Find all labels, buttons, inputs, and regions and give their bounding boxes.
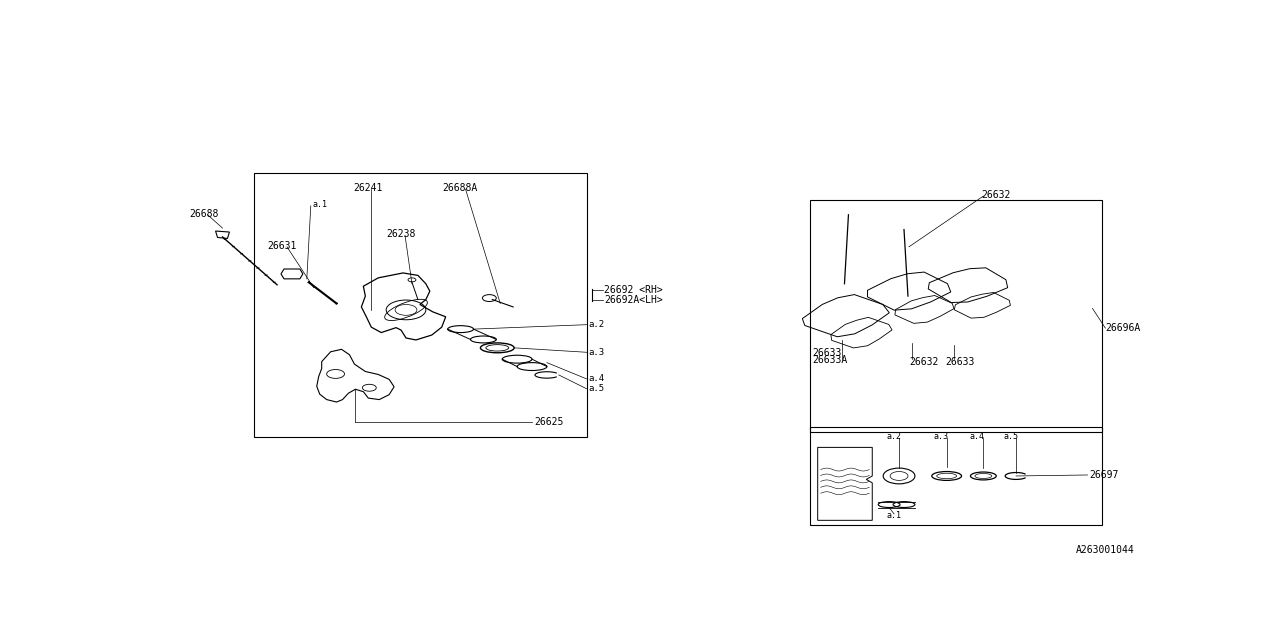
Text: 26625: 26625: [534, 417, 563, 428]
Text: A263001044: A263001044: [1075, 545, 1134, 555]
Text: 26632: 26632: [909, 356, 938, 367]
Text: 26696A: 26696A: [1106, 323, 1140, 333]
Text: 26632: 26632: [982, 190, 1011, 200]
Text: a.5: a.5: [1004, 432, 1019, 441]
Text: 26633: 26633: [946, 356, 975, 367]
Text: 26241: 26241: [353, 182, 383, 193]
Text: 26692A<LH>: 26692A<LH>: [604, 294, 663, 305]
Text: a.5: a.5: [589, 384, 604, 393]
Text: a.2: a.2: [887, 432, 901, 441]
Text: 26633: 26633: [813, 348, 842, 358]
Text: 26238: 26238: [387, 230, 416, 239]
Bar: [810, 200, 1102, 431]
Text: a.4: a.4: [589, 374, 604, 383]
Text: 26692 <RH>: 26692 <RH>: [604, 285, 663, 294]
Text: 26688: 26688: [189, 209, 219, 219]
Text: a.4: a.4: [970, 432, 984, 441]
Text: 26688A: 26688A: [443, 182, 477, 193]
Text: 26631: 26631: [268, 241, 297, 251]
Bar: [255, 173, 586, 436]
Text: a.2: a.2: [589, 320, 604, 329]
Text: a.3: a.3: [589, 348, 604, 356]
Text: 26633A: 26633A: [813, 355, 847, 365]
Text: a.1: a.1: [312, 200, 328, 209]
Text: 26697: 26697: [1089, 470, 1119, 480]
Bar: [810, 427, 1102, 525]
Text: a.3: a.3: [933, 432, 948, 441]
Text: a.1: a.1: [887, 511, 901, 520]
